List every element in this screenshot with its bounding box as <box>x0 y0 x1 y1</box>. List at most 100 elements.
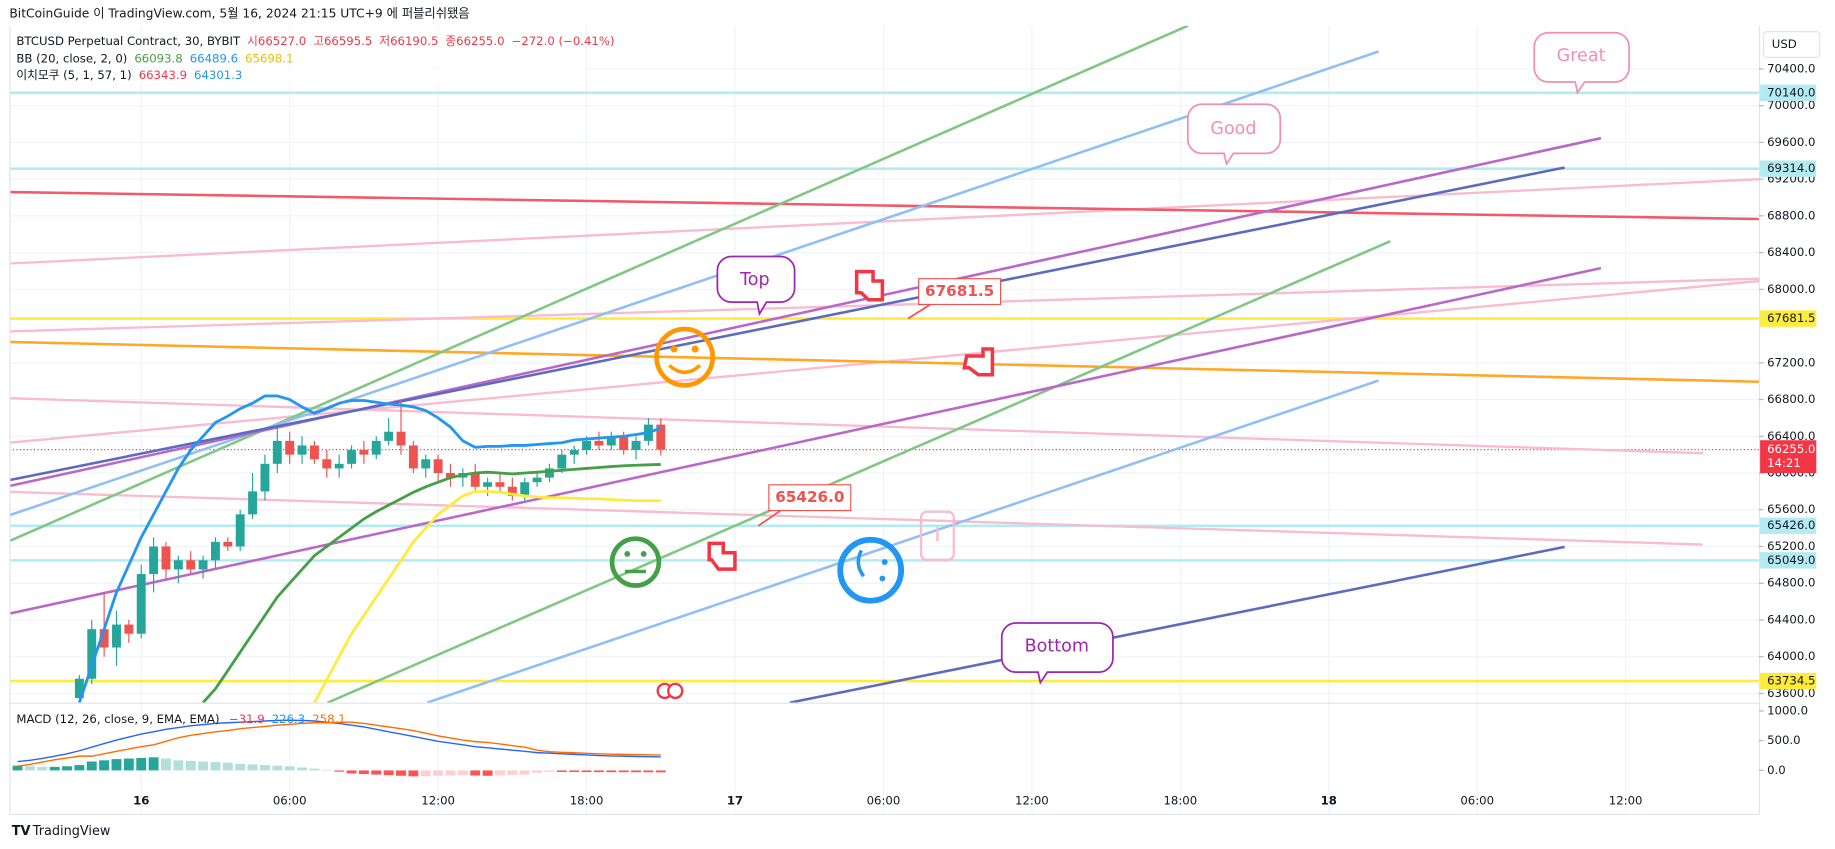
trend-line <box>9 396 1703 455</box>
histogram-bar <box>136 757 147 771</box>
y-tick-label: 64000.0 <box>1767 649 1815 663</box>
axes: 16 06:00 12:00 18:00 17 06:00 12:00 18:00 18 06:0… <box>9 25 1817 816</box>
smiley-eye <box>670 345 678 353</box>
worried-face <box>837 536 905 604</box>
histogram-bar <box>309 768 320 771</box>
candle-body <box>631 440 641 451</box>
currency-box[interactable] <box>1763 31 1821 58</box>
last-price-label: 66255.0 <box>1767 442 1815 456</box>
price-label: 65426.0 <box>1767 518 1815 532</box>
trend-line <box>9 190 1759 221</box>
x-tick-label: 18 <box>1321 793 1337 807</box>
histogram-bar <box>383 770 394 776</box>
event-icon <box>667 682 684 700</box>
x-tick-label: 18:00 <box>1163 793 1197 807</box>
callout-pointer <box>907 303 931 320</box>
macd-line <box>17 719 661 763</box>
histogram-bar <box>173 760 184 771</box>
candle-body <box>347 450 356 464</box>
price-label: 70140.0 <box>1767 85 1815 99</box>
candle-body <box>149 546 159 575</box>
indicator-value: 66343.9 <box>139 67 187 81</box>
legend-bg <box>11 31 586 84</box>
annotation: Great <box>1557 46 1606 66</box>
histogram-bar <box>618 770 629 773</box>
trend-line <box>327 240 1391 703</box>
currency[interactable]: USD <box>1772 37 1797 51</box>
histogram-bar <box>334 770 345 772</box>
trend-line <box>9 25 1189 543</box>
candle-body <box>272 440 282 464</box>
indicator-name: BB (20, close, 2, 0) <box>16 51 127 65</box>
candle-body <box>248 491 258 515</box>
hand-icon <box>962 347 995 377</box>
candle-body <box>557 454 567 469</box>
histogram-bar <box>581 770 592 773</box>
candle-body <box>384 431 394 441</box>
neutral-face <box>609 536 662 588</box>
histogram-bar <box>519 770 530 775</box>
x-tick-label: 18:00 <box>570 793 604 807</box>
candle-body <box>186 560 196 570</box>
price-label-box <box>1760 310 1817 327</box>
histogram-bar <box>433 770 444 776</box>
x-tick-label: 17 <box>727 793 743 807</box>
price-label: 65049.0 <box>1767 553 1815 567</box>
candle-body <box>235 514 245 547</box>
histogram-bar <box>99 760 110 771</box>
legend-line: BTCUSD Perpetual Contract, 30, BYBIT 시665… <box>16 33 614 47</box>
indicator-line <box>78 394 662 703</box>
histogram-bar <box>272 765 283 771</box>
histogram-bar <box>445 770 456 776</box>
annotation: Bottom <box>1025 636 1089 656</box>
candle-body <box>470 473 480 487</box>
candle-body <box>285 440 295 455</box>
candle-body <box>359 450 369 455</box>
annotations: Top Good Great Bottom 67681.5 65426.0 <box>716 31 1630 685</box>
histogram-bar <box>49 766 60 771</box>
trend-line <box>9 340 1759 384</box>
y-tick-label: 64800.0 <box>1767 576 1815 590</box>
candle-body <box>544 468 554 478</box>
histogram-bar <box>396 770 406 776</box>
callout-box <box>918 278 1002 306</box>
candle-body <box>74 678 84 699</box>
legend-line: BB (20, close, 2, 0) 66093.8 66489.6 65698.… <box>16 51 293 65</box>
candle-body <box>619 436 629 451</box>
ohlc-value: 종66255.0 <box>445 33 504 47</box>
histogram-bar <box>371 770 382 775</box>
face-eye <box>624 550 631 557</box>
candle-body <box>136 574 146 634</box>
ohlc-value: 고66595.5 <box>313 33 372 47</box>
x-tick-label: 06:00 <box>867 793 901 807</box>
bubble <box>1186 103 1282 167</box>
price-label: 67681.5 <box>1767 311 1815 325</box>
bubble <box>1000 622 1114 685</box>
histogram-bar <box>631 770 641 773</box>
countdown: 14:21 <box>1767 456 1801 470</box>
histogram-bar <box>123 758 134 771</box>
histogram-bar <box>86 761 97 771</box>
histogram-bar <box>532 770 543 773</box>
publisher: BitCoinGuide 이 TradingView.com, 5월 16, 2… <box>9 7 469 21</box>
histogram-bar <box>198 761 209 771</box>
candle-body <box>322 459 332 469</box>
histogram-bar <box>556 770 567 772</box>
histogram-bar <box>259 765 270 771</box>
candle-body <box>371 440 381 455</box>
y-tick-label: 68400.0 <box>1767 245 1815 259</box>
indicator-line <box>201 463 661 703</box>
y-tick-label: 66800.0 <box>1767 392 1815 406</box>
indicator-line <box>313 489 661 703</box>
histogram-bar <box>62 766 72 771</box>
y-tick-label: 67200.0 <box>1767 355 1815 369</box>
trend-line <box>789 545 1565 703</box>
histogram-bar <box>235 763 246 771</box>
histogram-bar <box>321 769 332 771</box>
indicator-value: 258.1 <box>312 712 345 726</box>
candle-body <box>260 463 270 492</box>
histogram-bar <box>12 765 23 771</box>
face-eye <box>640 550 647 557</box>
candle-body <box>223 541 233 547</box>
